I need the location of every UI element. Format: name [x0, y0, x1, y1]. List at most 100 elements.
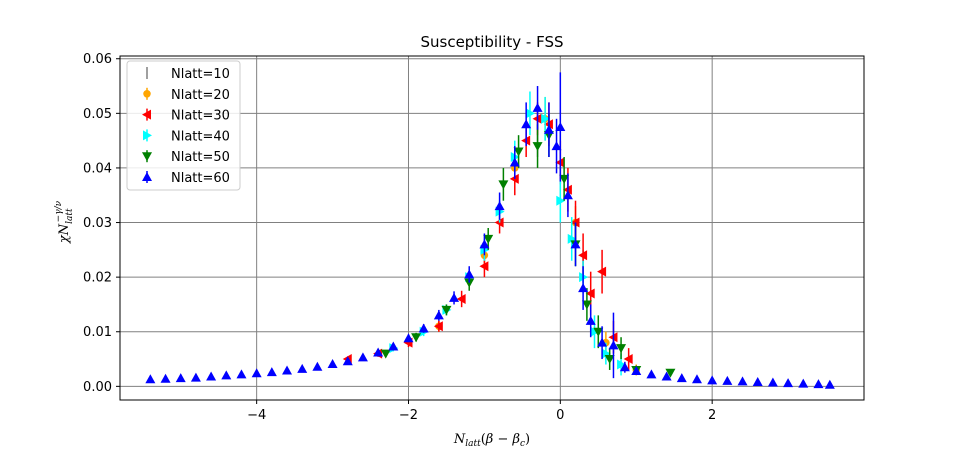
legend-marker [143, 90, 151, 98]
legend-item: Nlatt=40 [143, 129, 230, 144]
legend-marker [142, 152, 152, 162]
data-point [433, 310, 444, 320]
data-point [206, 371, 217, 381]
data-point [312, 361, 323, 371]
legend-marker [142, 109, 151, 120]
y-tick-label: 0.05 [83, 107, 112, 122]
legend-item: Nlatt=50 [142, 150, 230, 165]
legend-label: Nlatt=60 [171, 171, 230, 186]
legend-item: Nlatt=10 [146, 67, 230, 82]
data-point [221, 370, 232, 380]
data-point [691, 374, 702, 384]
data-point [464, 278, 475, 288]
data-point [479, 261, 489, 272]
y-axis-label: χNlatt−γ/ν [54, 200, 75, 244]
data-point [327, 358, 338, 368]
series-nlatt-60 [145, 72, 835, 389]
data-point [433, 321, 443, 332]
data-point [616, 344, 627, 354]
data-point [608, 340, 619, 350]
y-tick-label: 0.03 [83, 216, 112, 231]
data-point [813, 379, 824, 389]
data-point [556, 195, 566, 206]
data-point [456, 293, 466, 304]
data-point [411, 333, 422, 343]
data-point [581, 300, 592, 310]
legend-marker [142, 172, 152, 181]
data-point [646, 369, 657, 379]
data-point [570, 239, 581, 249]
data-point [585, 315, 596, 325]
data-point [601, 348, 611, 359]
data-point [617, 359, 627, 370]
data-point [578, 250, 588, 261]
legend-marker [143, 130, 152, 141]
data-point [665, 368, 676, 378]
data-point [661, 371, 672, 381]
legend-box [126, 60, 241, 191]
data-point [555, 121, 566, 131]
data-point [824, 379, 835, 389]
data-point [521, 119, 532, 129]
data-point [585, 288, 595, 299]
data-point [551, 141, 562, 151]
x-tick-label: 2 [708, 408, 716, 423]
x-axis-label: Nlatt(β − βc) [453, 432, 530, 449]
data-point [543, 124, 554, 134]
data-point [160, 373, 171, 383]
legend-item: Nlatt=60 [142, 171, 230, 186]
data-point [593, 327, 604, 337]
y-tick-label: 0.06 [83, 52, 112, 67]
data-point [559, 174, 570, 184]
data-point [783, 378, 794, 388]
legend: Nlatt=10 Nlatt=20 Nlatt=30 Nlatt=40 Nlatt=50… [126, 60, 241, 191]
legend-label: Nlatt=10 [171, 67, 230, 82]
data-point [388, 341, 399, 351]
data-point [532, 142, 543, 152]
data-point [532, 102, 543, 112]
data-point [418, 323, 429, 333]
data-point [604, 355, 615, 365]
y-tick-label: 0.02 [83, 271, 112, 286]
data-layer [145, 72, 835, 389]
data-point [494, 201, 505, 211]
data-point [380, 349, 391, 359]
y-tick-label: 0.00 [83, 380, 112, 395]
data-point [190, 372, 201, 382]
legend-label: Nlatt=30 [171, 109, 230, 124]
y-tick-label: 0.04 [83, 161, 112, 176]
x-tick-label: 0 [556, 408, 564, 423]
data-point [145, 374, 156, 384]
data-point [562, 190, 573, 200]
data-point [631, 366, 642, 376]
data-point [767, 377, 778, 387]
chart-title: Susceptibility - FSS [420, 33, 563, 51]
data-point [509, 157, 520, 167]
data-point [798, 378, 809, 388]
data-point [266, 367, 277, 377]
data-point [236, 369, 247, 379]
data-point [282, 365, 293, 375]
data-point [449, 292, 460, 302]
data-point [567, 233, 577, 244]
data-point [441, 305, 452, 315]
data-point [623, 354, 633, 365]
data-point [483, 234, 494, 244]
ticks-layer: −4 −2 0 2 0.00 0.01 0.02 0.03 0.04 0.05 0.06 [83, 52, 716, 423]
data-point [342, 356, 353, 366]
data-point [676, 373, 687, 383]
data-point [578, 283, 589, 293]
data-point [403, 333, 414, 343]
legend-label: Nlatt=50 [171, 150, 230, 165]
legend-label: Nlatt=20 [171, 88, 230, 103]
legend-item: Nlatt=30 [142, 108, 230, 124]
plot-frame [119, 55, 865, 401]
data-point [464, 269, 475, 279]
data-point [722, 375, 733, 385]
data-point [513, 147, 524, 157]
data-point [357, 352, 368, 362]
data-point [619, 362, 630, 372]
x-tick-label: −2 [399, 408, 418, 423]
data-point [373, 347, 384, 357]
